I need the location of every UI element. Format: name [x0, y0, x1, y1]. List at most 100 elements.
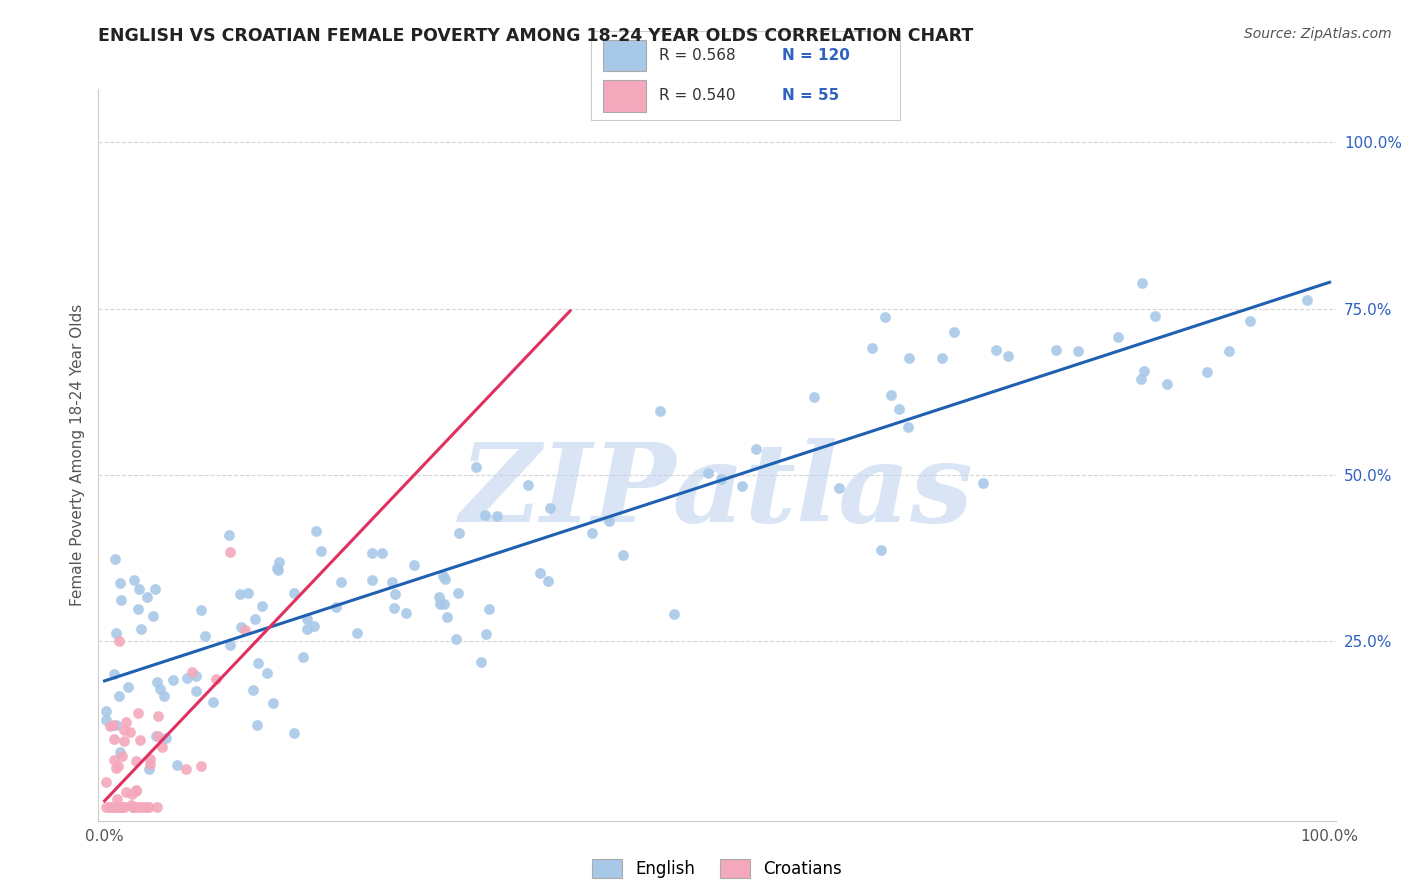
Point	[229, 620, 252, 634]
Text: R = 0.568: R = 0.568	[658, 48, 735, 62]
Point	[218, 638, 240, 652]
Bar	[603, 40, 647, 71]
Text: ZIPatlas: ZIPatlas	[460, 438, 974, 545]
Point	[486, 508, 509, 523]
Point	[104, 800, 127, 814]
Point	[205, 673, 228, 687]
Point	[291, 649, 314, 664]
Point	[710, 472, 733, 486]
Point	[101, 718, 124, 732]
Point	[1218, 343, 1240, 358]
Point	[436, 610, 458, 624]
Text: N = 55: N = 55	[782, 88, 839, 103]
Point	[107, 759, 129, 773]
Point	[202, 695, 225, 709]
Point	[1130, 371, 1153, 385]
Point	[125, 800, 148, 814]
Point	[121, 800, 143, 814]
Point	[146, 674, 169, 689]
Point	[103, 753, 125, 767]
Point	[262, 696, 284, 710]
Point	[107, 689, 129, 703]
Point	[135, 800, 157, 814]
Point	[803, 390, 825, 404]
Point	[218, 528, 240, 542]
Point	[427, 590, 450, 604]
Point	[470, 655, 492, 669]
Point	[120, 798, 142, 813]
Point	[111, 800, 134, 814]
Point	[731, 479, 754, 493]
Point	[972, 476, 994, 491]
Point	[125, 754, 148, 768]
Point	[184, 669, 207, 683]
Point	[94, 800, 117, 814]
Point	[153, 690, 176, 704]
Point	[103, 800, 125, 814]
Point	[108, 800, 131, 814]
Point	[478, 602, 501, 616]
Point	[108, 745, 131, 759]
Point	[98, 800, 121, 814]
Point	[103, 666, 125, 681]
Point	[218, 545, 240, 559]
Point	[122, 800, 145, 814]
Point	[127, 800, 149, 814]
Point	[444, 632, 467, 646]
Point	[1130, 276, 1153, 290]
Point	[128, 732, 150, 747]
Point	[256, 666, 278, 681]
Point	[246, 657, 269, 671]
Point	[361, 574, 384, 588]
Point	[110, 592, 132, 607]
Point	[148, 709, 170, 723]
Point	[128, 582, 150, 596]
Point	[538, 501, 561, 516]
Point	[98, 719, 121, 733]
Point	[581, 525, 603, 540]
Point	[875, 310, 897, 324]
Point	[243, 612, 266, 626]
Point	[325, 599, 347, 614]
Point	[898, 351, 921, 365]
Point	[371, 546, 394, 560]
Point	[111, 749, 134, 764]
Point	[145, 800, 167, 814]
Point	[117, 680, 139, 694]
Point	[166, 758, 188, 772]
Point	[997, 349, 1019, 363]
Point	[190, 759, 212, 773]
Point	[384, 587, 406, 601]
Point	[108, 800, 131, 814]
Point	[1156, 376, 1178, 391]
Point	[108, 576, 131, 591]
Point	[105, 761, 128, 775]
Point	[267, 554, 290, 568]
Point	[860, 341, 883, 355]
Point	[266, 561, 288, 575]
Point	[986, 343, 1008, 357]
Point	[122, 573, 145, 587]
Point	[612, 548, 634, 562]
Point	[1107, 330, 1129, 344]
Point	[108, 634, 131, 648]
Point	[94, 704, 117, 718]
Point	[395, 606, 418, 620]
Point	[129, 800, 152, 814]
Point	[434, 572, 457, 586]
Point	[122, 800, 145, 814]
Point	[382, 600, 405, 615]
Point	[474, 508, 496, 523]
Point	[246, 717, 269, 731]
Point	[127, 706, 149, 720]
Point	[648, 404, 671, 418]
Point	[229, 587, 252, 601]
Point	[124, 784, 146, 798]
Point	[176, 671, 198, 685]
Point	[142, 608, 165, 623]
Point	[233, 623, 256, 637]
Point	[447, 585, 470, 599]
Point	[309, 544, 332, 558]
Point	[1197, 365, 1219, 379]
Point	[112, 800, 135, 814]
